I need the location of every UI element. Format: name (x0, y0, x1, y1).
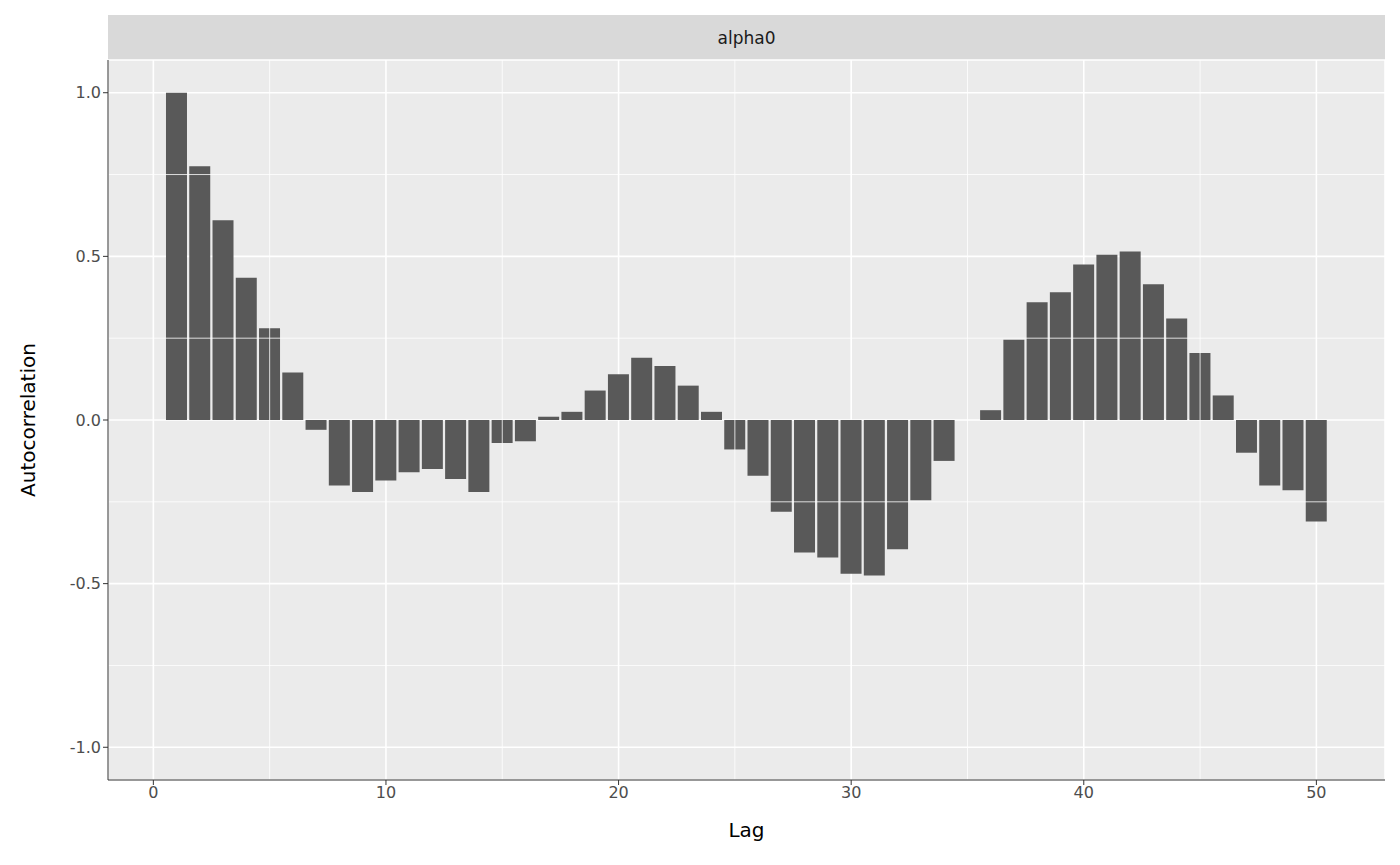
svg-text:0: 0 (148, 783, 158, 802)
svg-text:40: 40 (1074, 783, 1094, 802)
html-text:Lag: Lag (728, 818, 765, 842)
svg-text:0.0: 0.0 (76, 411, 101, 430)
svg-text:-0.5: -0.5 (70, 574, 101, 593)
html-text:Autocorrelation: Autocorrelation (16, 343, 40, 497)
svg-text:20: 20 (608, 783, 628, 802)
svg-text:50: 50 (1306, 783, 1326, 802)
svg-text:0.5: 0.5 (76, 247, 101, 266)
html-text:alpha0: alpha0 (717, 27, 776, 48)
svg-text:-1.0: -1.0 (70, 738, 101, 757)
svg-text:1.0: 1.0 (76, 83, 101, 102)
svg-text:10: 10 (376, 783, 396, 802)
svg-text:30: 30 (841, 783, 861, 802)
